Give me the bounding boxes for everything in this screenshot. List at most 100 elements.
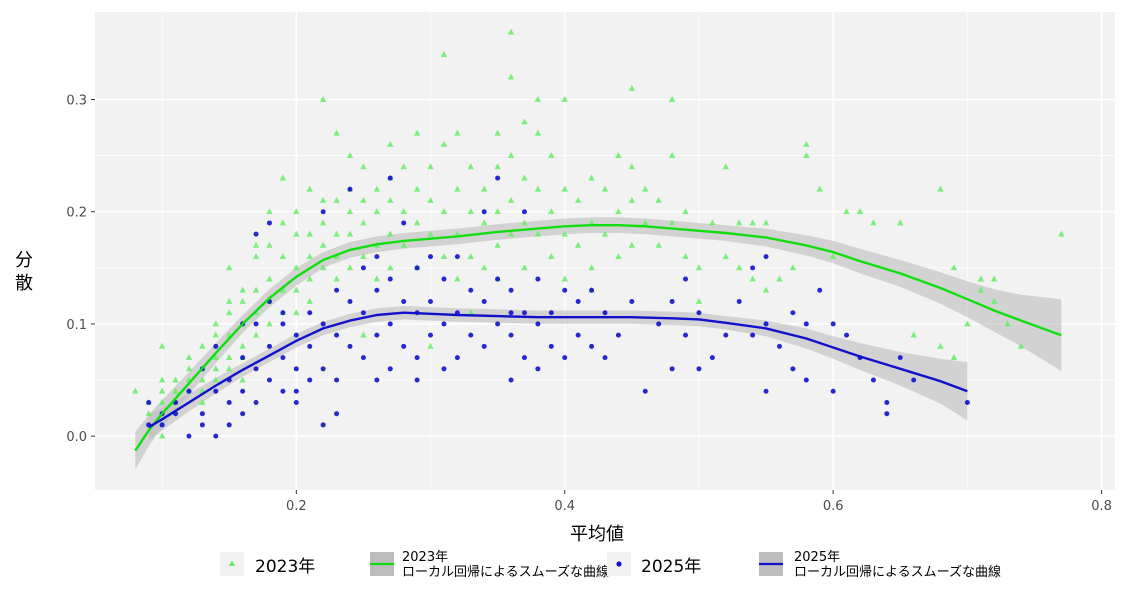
point-2025: [521, 310, 527, 316]
point-2025: [280, 355, 286, 361]
legend: 2023年 2023年 ローカル回帰によるスムーズな曲線 2025年 2025年…: [220, 550, 1001, 580]
y-axis-ticks: 0.0 0.1 0.2 0.3: [66, 94, 95, 445]
point-2023: [521, 219, 528, 226]
point-2023: [158, 342, 166, 349]
x-tick-label: 0.8: [1091, 499, 1112, 514]
point-2023: [266, 320, 273, 327]
point-2025: [280, 310, 286, 316]
point-2025: [763, 254, 769, 260]
point-2025: [602, 310, 608, 316]
point-2023: [293, 264, 300, 271]
point-2023: [373, 208, 381, 215]
point-2025: [615, 332, 621, 338]
point-2025: [468, 287, 474, 293]
point-2023: [1017, 342, 1025, 349]
point-2025: [374, 332, 380, 338]
point-2025: [253, 366, 259, 372]
point-2023: [360, 219, 367, 226]
point-2025: [495, 175, 501, 181]
point-2025: [642, 388, 648, 394]
point-2025: [454, 355, 460, 361]
point-2023: [642, 185, 649, 192]
point-2025: [481, 209, 487, 215]
point-2023: [454, 275, 461, 282]
point-2023: [400, 241, 407, 248]
point-2023: [333, 230, 340, 237]
point-2023: [803, 140, 810, 147]
point-2023: [440, 51, 448, 58]
point-2025: [481, 343, 487, 349]
point-2023: [722, 163, 729, 170]
point-2025: [441, 321, 447, 327]
point-2025: [253, 399, 259, 405]
point-2025: [508, 332, 514, 338]
point-2025: [468, 332, 474, 338]
point-2023: [413, 219, 421, 226]
point-2025: [240, 388, 246, 394]
point-2023: [454, 129, 461, 136]
point-2025: [548, 343, 554, 349]
point-2025: [884, 399, 890, 405]
point-2025: [199, 422, 205, 428]
point-2023: [440, 140, 448, 147]
legend-label-2025-smooth-line2: ローカル回帰によるスムーズな曲線: [794, 564, 1001, 580]
point-2023: [212, 331, 219, 338]
point-2023: [964, 320, 971, 327]
point-2023: [709, 219, 716, 226]
point-2025: [374, 287, 380, 293]
point-2025: [253, 321, 259, 327]
point-2023: [387, 264, 394, 271]
point-2023: [333, 129, 340, 136]
point-2025: [669, 298, 675, 304]
x-tick-label: 0.2: [286, 499, 307, 514]
point-2025: [307, 310, 313, 316]
x-tick-label: 0.6: [823, 499, 844, 514]
point-2023: [306, 230, 313, 237]
point-2023: [306, 297, 313, 304]
point-2025: [360, 265, 366, 271]
point-2023: [132, 387, 139, 394]
point-2023: [615, 253, 622, 260]
legend-label-2023: 2023年: [255, 557, 315, 577]
point-2023: [360, 163, 367, 170]
point-2023: [306, 253, 313, 260]
point-2023: [950, 264, 958, 271]
point-2023: [561, 230, 568, 237]
point-2025: [266, 377, 272, 383]
point-2023: [346, 208, 354, 215]
point-2023: [158, 387, 166, 394]
point-2025: [817, 287, 823, 293]
point-2023: [991, 297, 998, 304]
point-2025: [374, 254, 380, 260]
point-2023: [427, 230, 434, 237]
point-2023: [655, 241, 662, 248]
point-2023: [722, 253, 729, 260]
point-2025: [293, 332, 299, 338]
grid-major: [95, 12, 1115, 490]
smooth-line: [148, 311, 968, 429]
point-2025: [414, 355, 420, 361]
point-2025: [495, 321, 501, 327]
point-2025: [481, 298, 487, 304]
point-2023: [870, 219, 877, 226]
point-2023: [172, 376, 179, 383]
point-2023: [682, 208, 689, 215]
point-2025: [589, 287, 595, 293]
point-2023: [387, 196, 394, 203]
x-tick-label: 0.4: [554, 499, 575, 514]
point-2023: [199, 342, 206, 349]
legend-item-2023-points: 2023年: [220, 552, 315, 577]
point-2023: [601, 185, 609, 192]
point-2023: [226, 264, 233, 271]
point-2023: [628, 163, 636, 170]
point-2023: [762, 286, 770, 293]
data-points: [132, 28, 1065, 439]
point-2023: [494, 163, 501, 170]
point-2023: [991, 275, 998, 282]
point-2025: [334, 377, 340, 383]
point-2025: [884, 411, 890, 417]
point-2025: [508, 310, 514, 316]
point-2025: [911, 377, 917, 383]
point-2023: [279, 219, 287, 226]
y-tick-label: 0.2: [66, 206, 87, 221]
